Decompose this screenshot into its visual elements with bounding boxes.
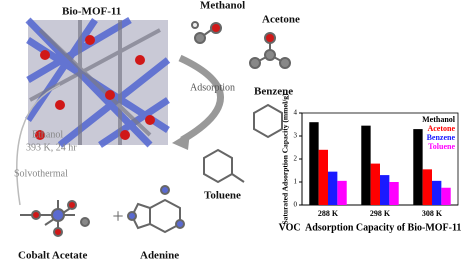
bar xyxy=(389,182,399,205)
bar xyxy=(432,180,442,205)
adenine-label: Adenine xyxy=(140,250,179,262)
plus-sign: + xyxy=(112,206,123,228)
x-tick-label: 298 K xyxy=(370,209,391,218)
arrow-head xyxy=(172,132,190,150)
legend-entry: Acetone xyxy=(427,124,455,133)
bar xyxy=(337,180,347,205)
benzene-label: Benzene xyxy=(254,86,293,98)
x-tick-label: 308 K xyxy=(422,209,443,218)
bar xyxy=(380,175,390,205)
conditions-label: 393 K, 24 hr xyxy=(26,142,77,153)
legend-entry: Benzene xyxy=(427,133,456,142)
mof-label: Bio-MOF-11 xyxy=(62,6,121,18)
chart-title: VOC Adsorption Capacity of Bio-MOF-11 xyxy=(279,222,462,233)
solvothermal-label: Solvothermal xyxy=(14,168,68,179)
methanol-label: Methanol xyxy=(200,0,245,12)
mof-illustration xyxy=(25,16,171,148)
y-tick-label: 4 xyxy=(294,109,298,117)
bar xyxy=(370,163,380,205)
bar xyxy=(413,129,423,205)
toluene-label: Toluene xyxy=(204,190,241,202)
bar xyxy=(318,149,328,205)
bar xyxy=(361,125,371,205)
reactants xyxy=(20,185,185,237)
cobalt-label: Cobalt Acetate xyxy=(18,250,87,262)
synthesis-arrow xyxy=(16,84,61,206)
ethanol-label: Ethanol xyxy=(32,129,63,140)
y-axis-label: Saturated Adsorption Capacity (mmol/g) xyxy=(281,93,290,225)
legend-entry: Toluene xyxy=(428,142,455,151)
y-tick-label: 0 xyxy=(294,201,298,209)
bar-chart: 0 1 2 3 4 Saturated Adsorption Capacity (mmol… xyxy=(279,93,462,233)
molecules xyxy=(191,21,291,184)
y-tick-label: 3 xyxy=(294,132,298,140)
acetone-label: Acetone xyxy=(262,14,300,26)
adsorption-label: Adsorption xyxy=(190,82,235,93)
y-tick-label: 1 xyxy=(294,178,298,186)
y-tick-label: 2 xyxy=(294,155,298,163)
legend-entry: Methanol xyxy=(422,115,456,124)
x-tick-label: 288 K xyxy=(318,209,339,218)
bar xyxy=(328,171,338,205)
adsorption-arrow xyxy=(178,54,224,144)
bar xyxy=(309,122,319,205)
bar xyxy=(422,169,432,205)
bar xyxy=(441,187,451,205)
